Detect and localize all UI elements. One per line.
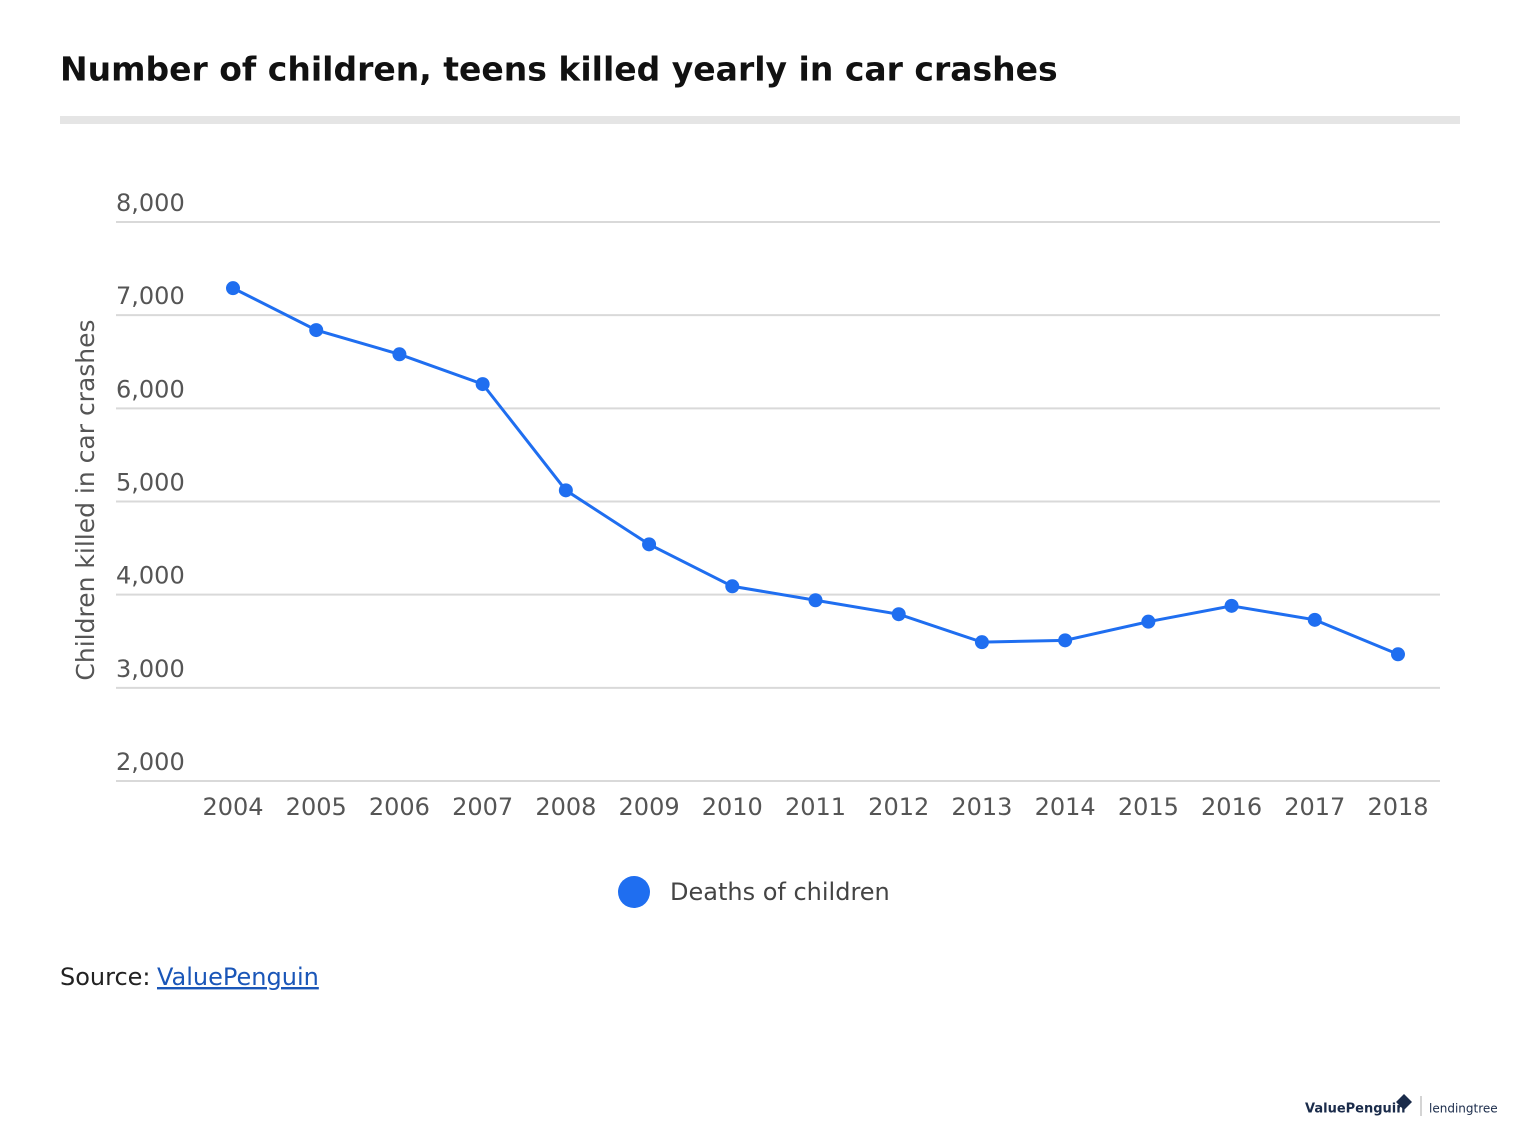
data-point [974, 635, 989, 650]
data-point [1224, 598, 1239, 613]
legend-label: Deaths of children [670, 878, 890, 906]
y-tick-label: 6,000 [116, 375, 185, 403]
data-point [891, 607, 906, 622]
data-point [1058, 633, 1073, 648]
data-point [1307, 612, 1322, 627]
source-link[interactable]: ValuePenguin [157, 963, 319, 991]
brand-right: lendingtree [1429, 1102, 1498, 1116]
y-axis-title: Children killed in car crashes [71, 319, 100, 680]
x-tick-label: 2014 [1035, 793, 1096, 821]
source-label: Source: [60, 963, 151, 991]
x-tick-label: 2010 [702, 793, 763, 821]
x-tick-label: 2011 [785, 793, 846, 821]
data-point [558, 483, 573, 498]
x-tick-label: 2007 [452, 793, 513, 821]
x-tick-label: 2015 [1118, 793, 1179, 821]
data-point [309, 323, 324, 338]
x-tick-label: 2012 [868, 793, 929, 821]
data-point [642, 537, 657, 552]
legend-marker [618, 876, 650, 908]
data-point [1141, 614, 1156, 629]
chart-title: Number of children, teens killed yearly … [60, 50, 1058, 89]
brand-left: ValuePenguin [1305, 1102, 1406, 1117]
x-tick-label: 2004 [202, 793, 263, 821]
x-tick-label: 2017 [1284, 793, 1345, 821]
data-point [725, 579, 740, 594]
x-tick-label: 2009 [619, 793, 680, 821]
y-tick-label: 4,000 [116, 562, 185, 590]
x-tick-label: 2018 [1367, 793, 1428, 821]
x-tick-label: 2005 [286, 793, 347, 821]
data-point [475, 377, 490, 392]
data-point [226, 281, 240, 296]
y-tick-label: 5,000 [116, 469, 185, 497]
y-tick-label: 8,000 [116, 189, 185, 217]
data-point [1391, 647, 1405, 662]
x-tick-label: 2013 [951, 793, 1012, 821]
x-tick-label: 2006 [369, 793, 430, 821]
y-tick-label: 3,000 [116, 655, 185, 683]
x-tick-label: 2016 [1201, 793, 1262, 821]
data-point [808, 593, 823, 608]
y-tick-label: 2,000 [116, 748, 185, 776]
data-point [392, 347, 407, 362]
brand-icon [1396, 1094, 1412, 1110]
title-rule [60, 116, 1460, 124]
x-tick-label: 2008 [535, 793, 596, 821]
y-tick-label: 7,000 [116, 282, 185, 310]
